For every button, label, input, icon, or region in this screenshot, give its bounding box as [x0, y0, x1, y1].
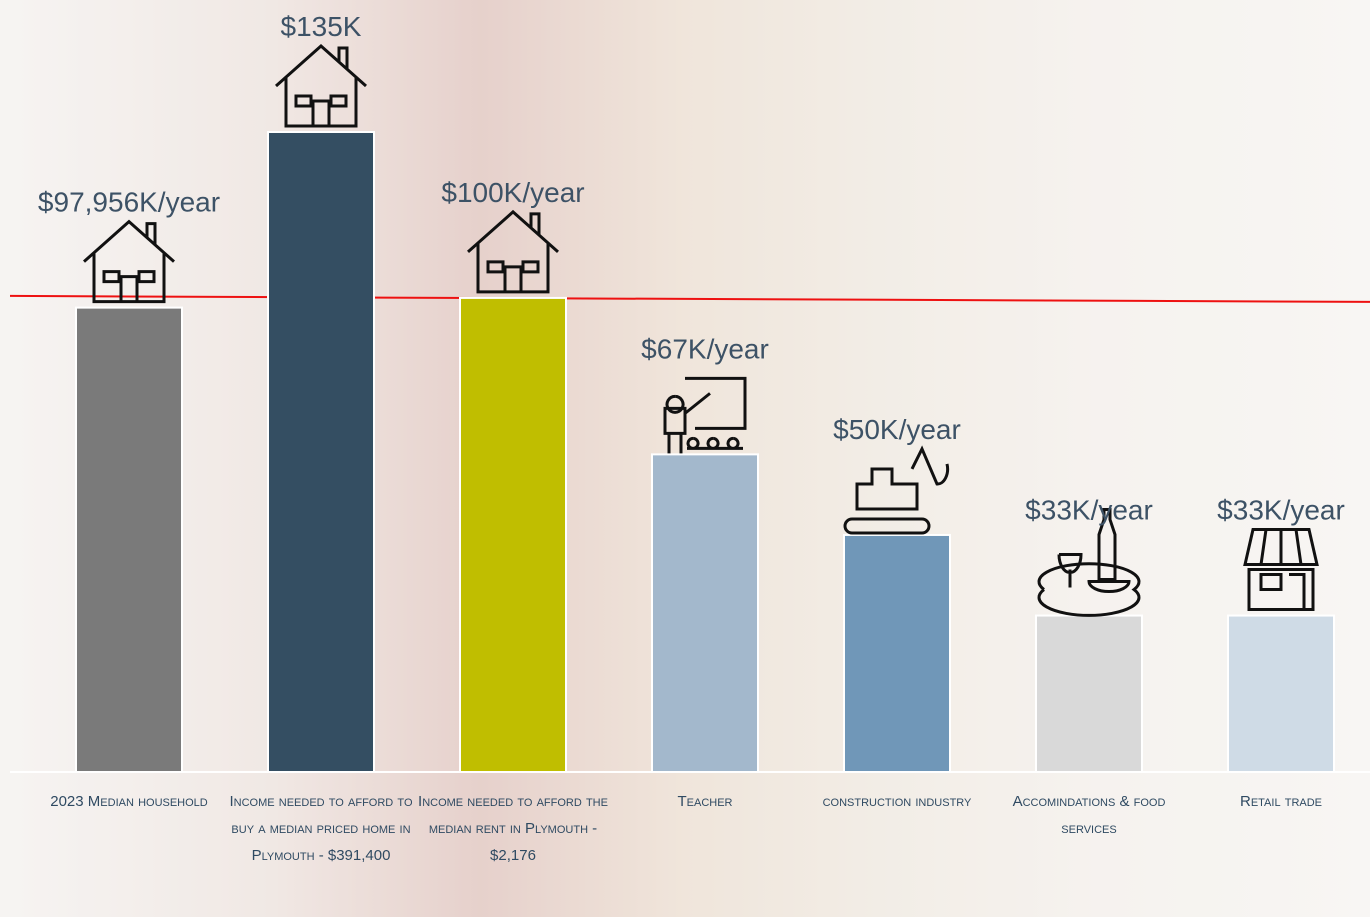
value-label: $97,956K/year — [38, 187, 220, 218]
icon-part — [294, 94, 348, 126]
icon-part — [102, 270, 156, 302]
value-label: $33K/year — [1217, 495, 1345, 526]
bar — [843, 533, 951, 773]
icon-part — [486, 260, 540, 292]
icon-part — [663, 376, 747, 454]
icon-part — [467, 209, 559, 294]
value-label: $100K/year — [441, 177, 584, 208]
value-label: $50K/year — [833, 414, 961, 445]
icon-part — [83, 219, 175, 304]
category-label: Retail trade — [1239, 793, 1323, 810]
icon-part — [686, 436, 743, 450]
category-label: Teacher — [677, 793, 733, 810]
category-label: Income needed to afford to buy a median … — [229, 793, 413, 864]
bar — [1227, 614, 1335, 773]
category-label: Income needed to afford the median rent … — [418, 793, 608, 864]
bar — [1035, 614, 1143, 773]
icon-part — [1037, 508, 1141, 617]
value-label: $135K — [281, 11, 362, 42]
value-label: $33K/year — [1025, 495, 1153, 526]
bar — [75, 306, 183, 773]
icon — [275, 43, 367, 128]
icon — [467, 209, 559, 294]
icon — [663, 376, 747, 454]
icon — [1243, 528, 1319, 612]
icon — [1037, 508, 1141, 617]
reference-line — [9, 294, 1370, 303]
icon — [843, 445, 950, 535]
icon — [83, 219, 175, 304]
icon-part — [843, 445, 950, 535]
category-label: Accomindations & food services — [1012, 793, 1166, 837]
bar — [651, 453, 759, 773]
bar — [459, 296, 567, 773]
category-label: 2023 Median household — [50, 793, 208, 810]
bar — [267, 131, 375, 773]
value-label: $67K/year — [641, 333, 769, 364]
icon-part — [275, 43, 367, 128]
category-label: construction industry — [822, 793, 972, 810]
icon-part — [1243, 528, 1319, 612]
